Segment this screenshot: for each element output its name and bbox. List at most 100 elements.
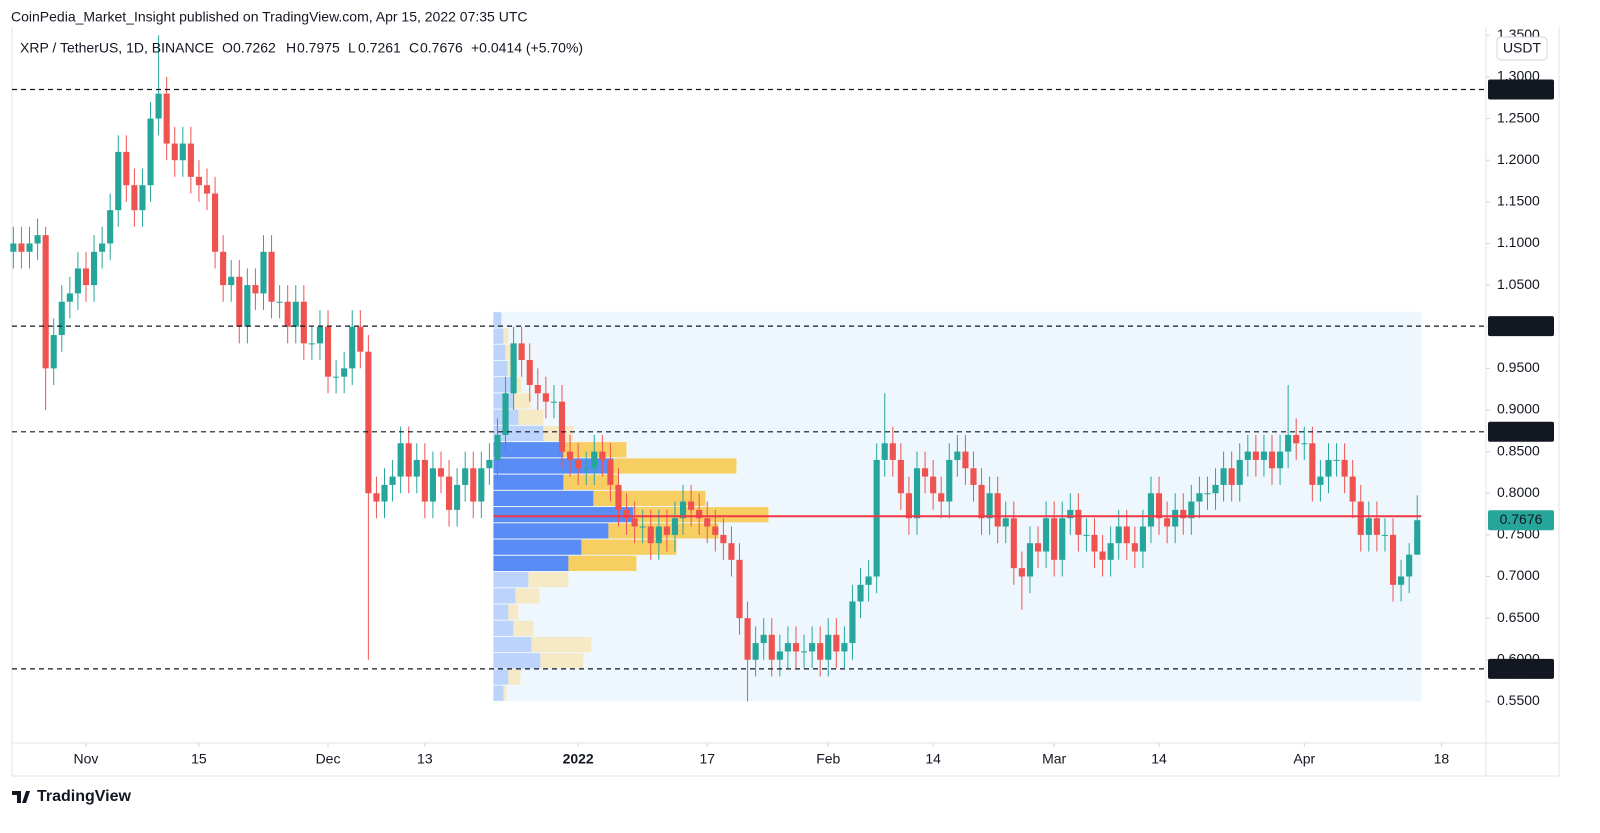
profile-down-bar: [568, 555, 637, 571]
candle-body: [1325, 459, 1332, 477]
candle-body: [429, 468, 436, 502]
candle-body: [276, 301, 283, 303]
candle-body: [187, 143, 194, 177]
candle-body: [647, 526, 654, 544]
candle-body: [889, 443, 896, 460]
candle-body: [195, 176, 203, 186]
profile-up-bar: [493, 653, 541, 669]
candle-body: [1260, 451, 1267, 460]
candle-body: [90, 251, 98, 286]
candle-body: [1188, 501, 1195, 519]
candle-body: [946, 459, 953, 502]
candle-body: [284, 301, 291, 327]
candle-body: [905, 493, 913, 519]
legend-low: 0.7261: [358, 40, 401, 56]
y-tick-label: 1.0500: [1497, 276, 1540, 292]
candle-body: [1002, 518, 1009, 527]
candle-body: [34, 235, 41, 244]
profile-up-bar: [493, 490, 594, 507]
profile-up-bar: [493, 685, 504, 701]
candle-body: [1155, 493, 1163, 519]
candle-body: [1389, 534, 1397, 585]
profile-down-bar: [513, 393, 532, 409]
profile-down-bar: [531, 636, 592, 653]
symbol: XRP / TetherUS, 1D, BINANCE: [20, 40, 214, 56]
candle-body: [897, 459, 904, 494]
x-tick-label: Feb: [816, 751, 840, 767]
candle-body: [58, 301, 65, 336]
candle-body: [1252, 451, 1259, 460]
x-tick-label: Nov: [74, 751, 99, 767]
candle-body: [792, 643, 800, 652]
candle-body: [922, 468, 929, 477]
candle-body: [1099, 551, 1106, 560]
candle-body: [389, 476, 396, 485]
candle-body: [1293, 434, 1300, 444]
candle-body: [1398, 576, 1405, 585]
profile-up-bar: [493, 474, 564, 490]
candle-body: [1107, 543, 1114, 560]
x-tick-label: Dec: [316, 751, 341, 767]
profile-up-bar: [493, 425, 544, 442]
last-price-box: [1488, 510, 1554, 531]
candle-body: [1333, 459, 1340, 461]
candle-body: [825, 634, 832, 660]
candle-body: [930, 476, 937, 494]
brand: TradingView: [37, 788, 132, 805]
candle-body: [526, 360, 533, 385]
candle-body: [720, 534, 727, 544]
candle-body: [147, 118, 154, 186]
candle-body: [776, 651, 783, 660]
candle-body: [99, 243, 106, 252]
profile-down-bar: [503, 685, 507, 701]
candle-body: [212, 193, 219, 252]
candle-body: [324, 326, 332, 377]
candle-body: [1026, 543, 1034, 577]
candle-body: [655, 526, 662, 544]
candle-body: [857, 584, 864, 602]
candle-body: [1220, 468, 1227, 485]
candle-body: [1131, 543, 1138, 552]
candle-body: [437, 468, 445, 477]
currency[interactable]: USDT: [1503, 40, 1542, 56]
x-tick-label: Apr: [1293, 751, 1315, 767]
candle-body: [1365, 518, 1372, 535]
candle-body: [397, 443, 404, 477]
currency-box[interactable]: [1496, 36, 1548, 61]
candle-body: [623, 509, 630, 519]
candle-body: [308, 343, 315, 345]
profile-down-bar: [540, 653, 584, 669]
axes: 0.55000.60000.65000.70000.75000.80000.85…: [74, 26, 1554, 767]
legend-letter: O: [222, 40, 233, 56]
candle-body: [50, 335, 57, 369]
candle-body: [252, 285, 259, 294]
candle-body: [712, 526, 719, 535]
candle-body: [268, 251, 275, 302]
profile-down-bar: [518, 409, 544, 425]
candle-body: [817, 643, 824, 660]
legend-open: 0.7262: [233, 40, 276, 56]
profile-up-bar: [493, 377, 512, 393]
candle-body: [938, 493, 945, 502]
profile-up-bar: [493, 458, 614, 474]
legend-close: 0.7676: [420, 40, 463, 56]
candle-body: [66, 293, 73, 302]
candle-body: [663, 526, 670, 535]
candle-body: [1277, 451, 1284, 469]
candle-body: [292, 301, 299, 327]
profile-down-bar: [563, 474, 619, 490]
y-tick-label: 0.9500: [1497, 359, 1540, 375]
profile-down-bar: [528, 571, 569, 588]
candle-body: [115, 151, 122, 211]
candle-body: [833, 634, 840, 652]
candle-body: [800, 651, 808, 653]
brand-logo: [12, 791, 30, 803]
y-tick-label: 0.8500: [1497, 442, 1540, 458]
profile-up-bar: [493, 344, 506, 360]
candle-body: [300, 301, 307, 344]
level-label: 0.8738: [1500, 422, 1543, 438]
candle-body: [42, 235, 49, 369]
frame: [11, 27, 1560, 777]
x-tick-label: 13: [417, 751, 433, 767]
candle-body: [470, 468, 477, 502]
